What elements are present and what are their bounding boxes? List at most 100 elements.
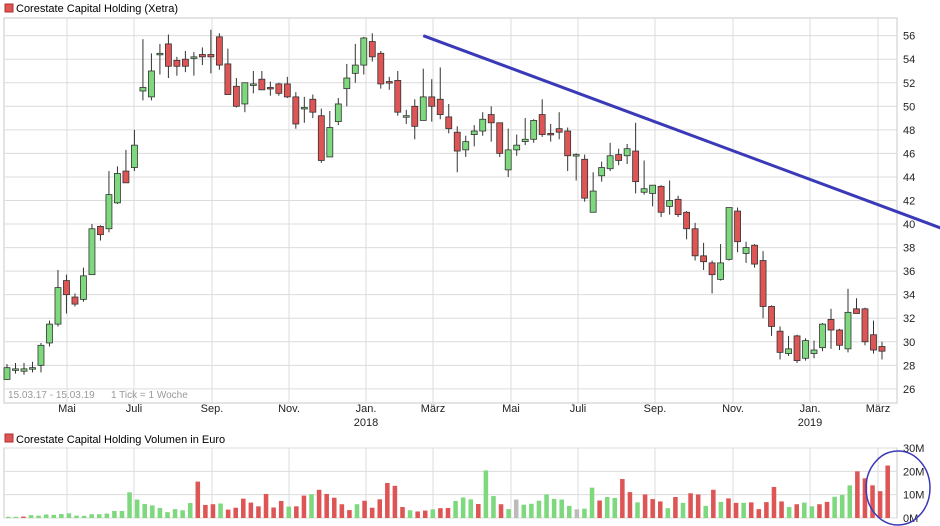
x-tick-label: Sep. (644, 403, 667, 415)
price-gridlines (4, 18, 897, 403)
volume-bar (271, 507, 276, 518)
candle-body (283, 83, 291, 98)
candle-body (674, 198, 682, 216)
volume-bar (453, 500, 458, 518)
candle (258, 70, 266, 91)
candle-body (37, 344, 45, 366)
candle (334, 98, 342, 126)
candle (640, 160, 648, 195)
volume-bar (225, 509, 231, 518)
candle (181, 50, 189, 73)
candle (479, 112, 487, 136)
price-legend-swatch (4, 3, 14, 13)
candle (538, 99, 546, 137)
candle (844, 288, 852, 353)
volume-bar (824, 501, 830, 518)
candle-body (105, 194, 113, 230)
volume-bar (377, 499, 383, 518)
candle-body (131, 144, 138, 168)
volume-bar (817, 504, 822, 518)
candle (708, 260, 716, 294)
candle (139, 39, 147, 101)
price-y-tick-label: 28 (903, 360, 915, 372)
candle-body (496, 122, 504, 154)
candle-body (46, 323, 53, 344)
volume-bar (438, 508, 443, 518)
candle-body (785, 348, 792, 354)
candle (266, 81, 274, 96)
candle (114, 166, 121, 205)
volume-bar (688, 493, 693, 518)
candle-body (479, 118, 487, 132)
candle-body (122, 170, 130, 184)
volume-bar (476, 504, 481, 518)
candle-body (827, 319, 835, 331)
candle (445, 103, 453, 134)
candle (54, 269, 62, 327)
volume-bar (385, 483, 390, 518)
candle-body (691, 228, 699, 257)
candle (148, 53, 155, 101)
price-y-tick-label: 42 (903, 195, 915, 207)
candle-body (326, 127, 334, 158)
candle-body (649, 184, 657, 194)
candle (683, 211, 690, 240)
candle-body (181, 58, 189, 67)
candle (521, 118, 529, 146)
volume-bar (331, 497, 337, 518)
candle (402, 109, 410, 124)
candle-body (54, 287, 62, 325)
price-chart-title: Corestate Capital Holding (Xetra) (16, 3, 178, 15)
volume-bar (460, 497, 466, 518)
candle (71, 293, 79, 307)
price-y-tick-label: 38 (903, 243, 915, 255)
volume-bar (74, 515, 79, 518)
x-tick-label: Juli (126, 403, 143, 415)
candle-body (224, 63, 232, 95)
volume-bar (627, 492, 633, 518)
volume-bar (195, 481, 201, 518)
candle-body (385, 81, 393, 84)
price-y-tick-label: 44 (903, 172, 915, 184)
candle-body (683, 211, 690, 230)
candle (224, 48, 232, 95)
x-tick-label: Nov. (278, 403, 300, 415)
trendline (422, 34, 940, 230)
volume-bar (604, 497, 610, 518)
volume-y-tick-label: 20M (903, 466, 924, 478)
volume-bar (839, 494, 845, 518)
volume-bar (794, 504, 799, 518)
candle-body (853, 308, 860, 314)
candle (487, 106, 495, 142)
candle-body (258, 78, 266, 91)
x-tick-label: Juli (570, 403, 587, 415)
candle-body (572, 154, 580, 157)
candle-body (878, 346, 886, 352)
candle (215, 33, 223, 70)
candle (12, 362, 19, 374)
candle-body (368, 41, 376, 58)
candle-body (317, 115, 325, 161)
candle (734, 207, 741, 253)
candle-body (844, 311, 852, 350)
price-y-tick-label: 54 (903, 54, 915, 66)
volume-bar (339, 504, 345, 518)
candle (632, 122, 640, 194)
candle (165, 34, 172, 79)
candle-body (20, 368, 28, 372)
candle (283, 76, 291, 99)
candle-body (63, 280, 70, 296)
volume-bar (718, 501, 724, 518)
volume-bar (703, 505, 709, 518)
candle-body (530, 120, 538, 140)
volume-bar (855, 471, 860, 518)
volume-bar (400, 507, 405, 518)
volume-bar (711, 489, 716, 518)
candle (853, 298, 860, 314)
volume-bar (779, 501, 784, 518)
volume-bar (589, 487, 595, 518)
volume-bar (172, 509, 178, 518)
candle (810, 340, 818, 359)
candle (131, 129, 138, 172)
